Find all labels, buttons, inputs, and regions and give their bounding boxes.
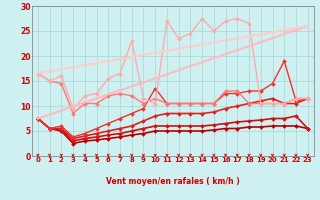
X-axis label: Vent moyen/en rafales ( km/h ): Vent moyen/en rafales ( km/h ): [106, 177, 240, 186]
